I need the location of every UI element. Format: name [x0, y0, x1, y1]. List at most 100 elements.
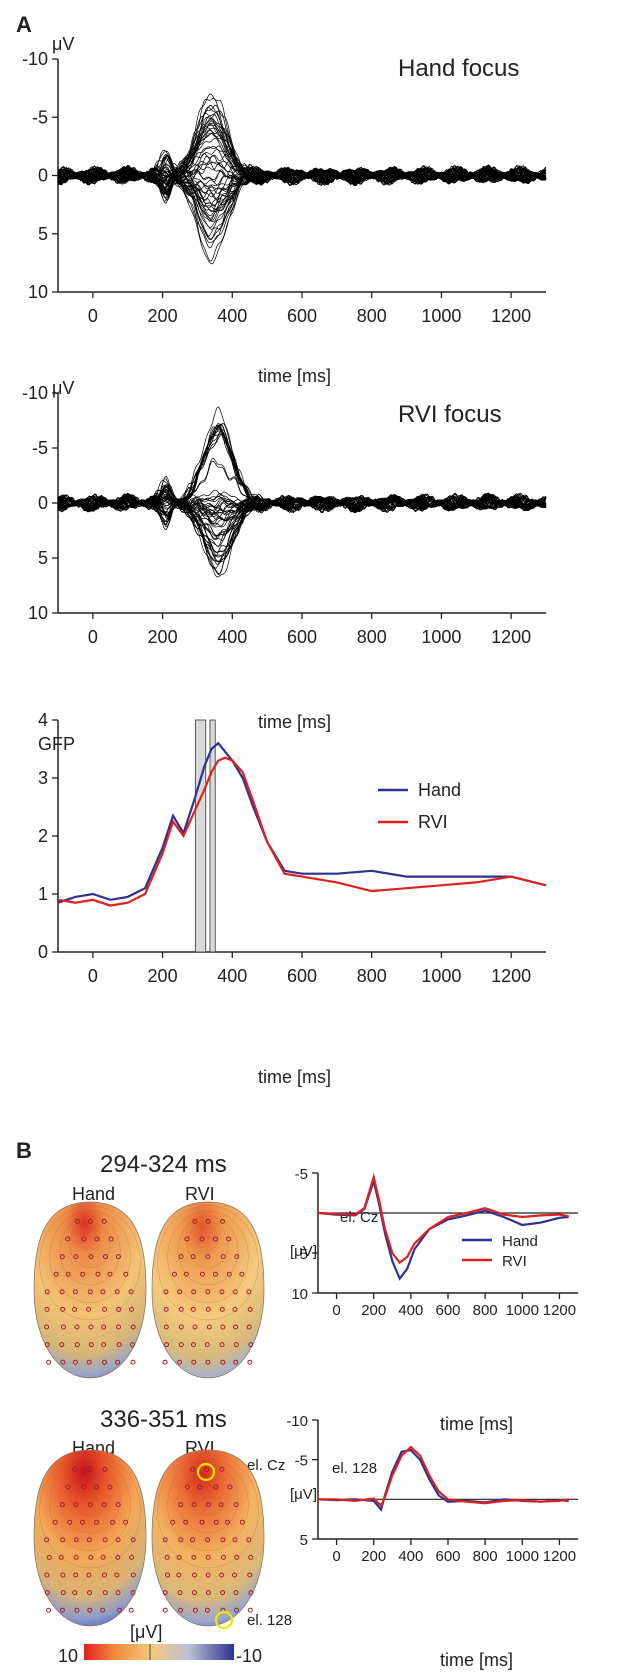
x-tick-label: 400 — [398, 1302, 423, 1319]
x-tick-label: 1200 — [491, 306, 531, 326]
electrode-marker — [44, 1289, 50, 1295]
electrode-marker — [213, 1484, 219, 1490]
significance-window — [209, 719, 216, 953]
erp-trace — [57, 422, 547, 525]
electrode-marker — [130, 1342, 135, 1348]
electrode-marker — [218, 1502, 224, 1508]
electrode-marker — [129, 1554, 135, 1560]
electrode-marker — [46, 1554, 52, 1560]
electrode-marker — [239, 1271, 245, 1277]
electrode-marker — [205, 1537, 211, 1543]
topomap-hand-294-324 — [33, 1201, 147, 1379]
electrode-marker — [115, 1537, 121, 1543]
electrode-marker — [227, 1484, 233, 1490]
contour-line — [39, 1205, 141, 1321]
electrode-marker — [65, 1271, 71, 1277]
electrode-marker — [130, 1359, 136, 1365]
electrode-marker — [247, 1306, 253, 1312]
electrode-marker — [232, 1572, 237, 1578]
electrode-marker — [178, 1537, 184, 1543]
electrode-marker — [184, 1236, 190, 1242]
erp-trace — [57, 475, 547, 563]
electrode-marker — [239, 1519, 245, 1525]
electrode-marker — [115, 1359, 121, 1365]
electrode-marker — [199, 1519, 205, 1525]
electrode-marker — [46, 1607, 52, 1613]
legend-label-rvi: RVI — [418, 812, 448, 832]
erp-trace — [57, 115, 546, 196]
electrode-marker — [219, 1306, 225, 1312]
electrode-marker — [102, 1359, 107, 1365]
contour-line — [157, 1205, 259, 1321]
y-tick-label: -10 — [22, 49, 48, 69]
y-tick-label: 0 — [38, 942, 48, 962]
chart4-xlabel: time [ms] — [440, 1414, 513, 1434]
chart2-ylabel: μV — [52, 378, 74, 398]
electrode-marker — [164, 1342, 170, 1348]
y-tick-label: -5 — [32, 107, 48, 127]
electrode-marker — [233, 1359, 239, 1365]
contour-line — [187, 1469, 229, 1516]
electrode-marker — [58, 1554, 64, 1560]
electrode-marker — [67, 1519, 73, 1525]
electrode-marker — [102, 1590, 108, 1596]
electrode-marker — [212, 1236, 218, 1242]
electrode-marker — [60, 1359, 66, 1365]
x-tick-label: 400 — [398, 1548, 423, 1565]
electrode-marker — [233, 1590, 239, 1596]
x-tick-label: 0 — [88, 306, 98, 326]
electrode-marker — [234, 1554, 240, 1560]
electrode-marker — [248, 1342, 254, 1348]
electrode-marker — [44, 1537, 50, 1543]
x-tick-label: 1200 — [543, 1548, 576, 1565]
contour-line — [39, 1453, 141, 1569]
significance-window — [194, 719, 207, 953]
y-tick-label: 4 — [38, 710, 48, 730]
y-tick-label: 10 — [28, 282, 48, 302]
electrode-marker — [100, 1289, 106, 1295]
electrode-marker — [74, 1342, 80, 1348]
electrode-marker — [220, 1254, 226, 1260]
electrode-marker — [86, 1306, 92, 1312]
electrode-marker — [246, 1324, 252, 1330]
electrode-marker — [128, 1607, 134, 1613]
contour-line — [69, 1469, 111, 1516]
erp-trace — [57, 460, 547, 518]
electrode-marker — [102, 1466, 108, 1472]
electrode-marker — [44, 1572, 50, 1578]
x-tick-label: 600 — [435, 1302, 460, 1319]
chart4-ylabel: [μV] — [290, 1243, 317, 1260]
electrode-marker — [220, 1218, 225, 1224]
y-tick-label: 10 — [291, 1286, 308, 1303]
erp-trace — [57, 479, 547, 542]
electrode-marker — [183, 1519, 189, 1525]
electrode-marker — [123, 1271, 129, 1277]
electrode-marker — [87, 1289, 93, 1295]
electrode-marker — [60, 1537, 66, 1543]
x-tick-label: 400 — [217, 306, 247, 326]
electrode-marker — [115, 1554, 121, 1560]
x-tick-label: 800 — [473, 1302, 498, 1319]
panel-a-letter: A — [16, 12, 32, 37]
electrode-marker — [115, 1590, 121, 1596]
cz-electrode-label: el. Cz — [247, 1457, 285, 1474]
x-tick-label: 800 — [357, 627, 387, 647]
electrode-marker — [88, 1342, 94, 1348]
electrode-marker — [190, 1306, 196, 1312]
electrode-marker — [94, 1236, 100, 1242]
electrode-marker — [110, 1519, 115, 1525]
electrode-marker — [178, 1502, 184, 1508]
x-tick-label: 400 — [217, 966, 247, 986]
electrode-marker — [219, 1289, 225, 1295]
electrode-marker — [225, 1519, 231, 1525]
x-tick-label: 0 — [88, 966, 98, 986]
electrode-marker — [233, 1607, 239, 1613]
series-line-rvi — [317, 1172, 569, 1265]
contour-line — [59, 1216, 121, 1286]
x-tick-label: 400 — [217, 627, 247, 647]
electrode-marker — [95, 1271, 101, 1277]
electrode-marker — [192, 1607, 198, 1613]
electrode-marker — [72, 1466, 78, 1472]
electrode-marker — [172, 1271, 177, 1277]
electrode-marker — [73, 1254, 79, 1260]
